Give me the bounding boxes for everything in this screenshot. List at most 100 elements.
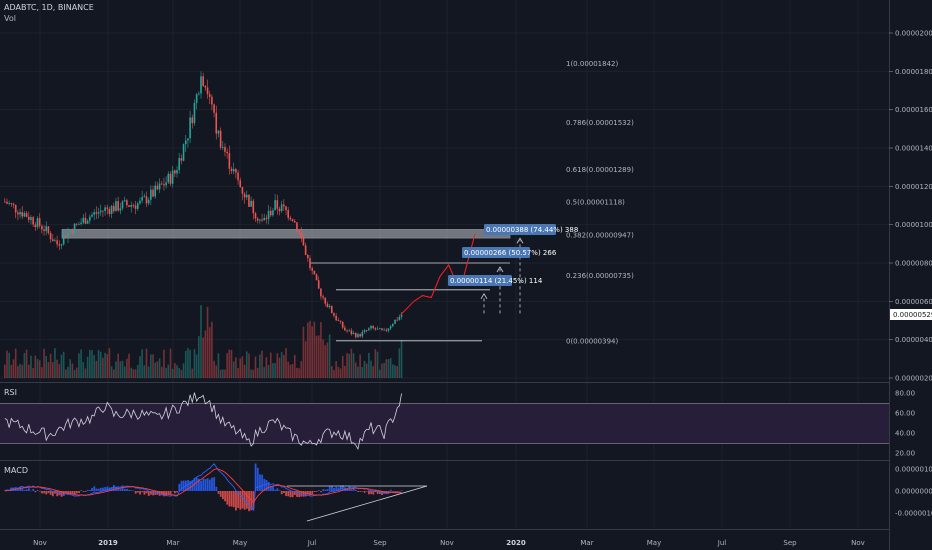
candle-body: [370, 325, 372, 329]
macd-hist-bar: [102, 487, 104, 491]
candle-body: [104, 207, 106, 212]
volume-bar: [254, 356, 257, 378]
rsi-tick-label: 20.00: [895, 450, 915, 458]
candle-body: [17, 212, 19, 215]
candle-body: [298, 231, 300, 233]
volume-bar: [361, 367, 364, 378]
volume-bar: [121, 360, 124, 378]
macd-hist-bar: [36, 490, 39, 491]
macd-hist-bar: [139, 491, 141, 495]
macd-hist-bar: [189, 480, 192, 491]
candle-body: [169, 173, 172, 184]
macd-hist-bar: [324, 489, 327, 491]
volume-bar: [204, 330, 207, 378]
candle-body: [235, 169, 237, 173]
measure-box-0[interactable]: [484, 224, 556, 235]
candle-body: [344, 327, 346, 331]
macd-hist-bar: [265, 480, 268, 491]
volume-bar: [250, 369, 252, 378]
macd-label[interactable]: MACD: [4, 466, 28, 475]
candle-body: [276, 200, 279, 209]
macd-hist-bar: [176, 491, 179, 493]
candle-body: [278, 208, 281, 212]
volume-bar: [396, 366, 398, 378]
candle-body: [228, 153, 231, 169]
projection-path: [400, 234, 476, 316]
candle-body: [359, 334, 361, 337]
projection-line[interactable]: [400, 234, 476, 316]
time-axis[interactable]: Nov 2019 Mar May Jul Sep Nov 2020 Mar May Jul Sep No…: [33, 539, 865, 547]
candle-body: [193, 102, 196, 124]
candle-body: [56, 240, 58, 245]
volume-bar: [178, 367, 180, 378]
macd-hist-bar: [226, 491, 229, 505]
macd-hist-bar: [287, 491, 290, 497]
measure-box-1[interactable]: [462, 247, 530, 258]
volume-bar: [160, 366, 163, 378]
volume-bar: [376, 351, 379, 378]
candle-body: [176, 170, 178, 174]
volume-bar: [78, 353, 80, 378]
volume-bar: [104, 352, 106, 378]
x-tick-label: Sep: [783, 539, 797, 547]
volume-bar: [337, 366, 340, 378]
candle-body: [322, 296, 324, 298]
macd-hist-bar: [49, 491, 52, 495]
fibonacci-labels: 1(0.00001842) 0.786(0.00001532) 0.618(0.00…: [566, 60, 634, 346]
macd-hist-bar: [230, 491, 233, 507]
macd-hist-bar: [293, 491, 296, 496]
symbol-header[interactable]: ADABTC, 1D, BINANCE: [4, 3, 94, 12]
x-tick-label: Mar: [166, 539, 179, 547]
macd-hist-bar: [274, 489, 277, 491]
volume-bar: [75, 367, 78, 378]
macd-hist-bar: [278, 490, 281, 491]
macd-hist-bar: [291, 491, 294, 498]
volume-bar: [252, 369, 255, 378]
volume-bar: [328, 334, 331, 378]
volume-bar: [184, 350, 187, 378]
macd-hist-bar: [182, 480, 185, 491]
macd-hist-bar: [51, 491, 54, 497]
candle-body: [145, 196, 148, 204]
volume-bar: [215, 365, 218, 378]
volume-bar: [126, 358, 128, 378]
macd-hist-bar: [213, 477, 216, 491]
macd-hist-bar: [267, 481, 270, 491]
macd-hist-bar: [228, 491, 231, 507]
macd-hist-bar: [117, 487, 120, 491]
candle-body: [128, 205, 130, 207]
candle-body: [385, 329, 388, 331]
x-tick-label: May: [647, 539, 661, 547]
volume-bar: [352, 353, 355, 378]
macd-hist-bar: [123, 488, 126, 491]
volume-bar: [165, 368, 167, 378]
candle-body: [243, 193, 246, 198]
volume-bar: [208, 327, 211, 378]
candle-body: [204, 86, 207, 88]
macd-hist-bar: [269, 485, 272, 491]
macd-hist-bar: [357, 491, 359, 492]
rsi-label[interactable]: RSI: [4, 388, 17, 397]
volume-bar: [193, 349, 196, 378]
volume-bar: [187, 348, 189, 378]
volume-label[interactable]: Vol: [4, 14, 16, 23]
macd-hist-bar: [128, 489, 131, 491]
volume-bar: [19, 363, 21, 378]
macd-hist-bar: [208, 479, 211, 491]
volume-bar: [143, 365, 146, 378]
volume-bar: [370, 360, 372, 378]
price-candles: [4, 71, 403, 339]
macd-hist-bar: [206, 478, 209, 491]
macd-hist-bar: [91, 488, 93, 491]
macd-hist-bar: [136, 491, 139, 493]
x-tick-label: 2019: [98, 539, 118, 547]
fib-label-0: 1(0.00001842): [566, 60, 618, 68]
measure-box-2[interactable]: [448, 275, 512, 286]
candle-body: [350, 330, 353, 335]
volume-bar: [346, 353, 348, 378]
resistance-zone[interactable]: [61, 229, 511, 239]
macd-hist-bar: [361, 491, 364, 492]
candle-body: [60, 244, 63, 246]
